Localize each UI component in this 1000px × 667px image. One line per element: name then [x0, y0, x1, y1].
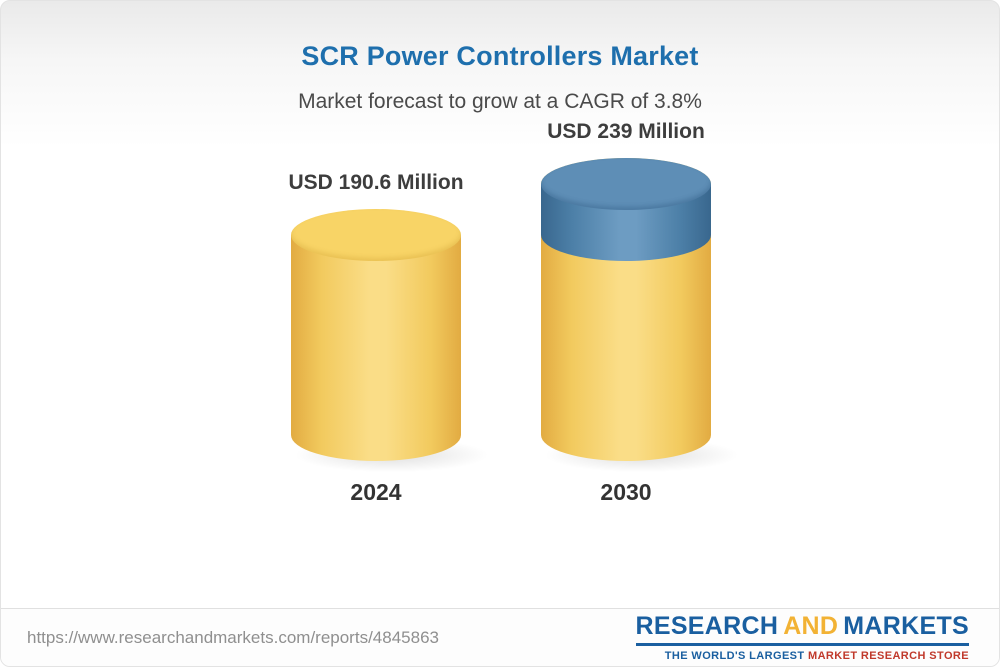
page-subtitle: Market forecast to grow at a CAGR of 3.8…	[298, 90, 702, 113]
logo-divider-rule	[635, 642, 969, 646]
logo-word-markets: MARKETS	[843, 611, 969, 640]
cylinder-2030	[541, 158, 742, 473]
researchandmarkets-logo: RESEARCH AND MARKETS THE WORLD'S LARGEST M…	[635, 611, 970, 662]
year-label-2024: 2024	[350, 479, 402, 505]
value-label-2030: USD 239 Million	[547, 120, 705, 144]
logo-tagline-right: MARKET RESEARCH STORE	[808, 649, 969, 662]
footer-bar: https://www.researchandmarkets.com/repor…	[1, 608, 999, 666]
logo-word-research: RESEARCH	[635, 611, 779, 640]
cylinder-2024-top-ellipse	[291, 208, 461, 261]
logo-tagline-left: THE WORLD'S LARGEST	[664, 649, 808, 662]
cylinder-2030-growth-segment	[541, 158, 711, 261]
value-label-2024: USD 190.6 Million	[288, 170, 464, 194]
cylinder-2024	[291, 208, 492, 473]
chart-header: SCR Power Controllers Market Market fore…	[1, 1, 999, 114]
page-title: SCR Power Controllers Market	[301, 41, 699, 71]
cylinder-2024-body	[291, 234, 461, 461]
logo-word-and: AND	[783, 611, 839, 640]
report-url-link[interactable]: https://www.researchandmarkets.com/repor…	[27, 627, 439, 647]
growth-segment-top-ellipse	[541, 158, 711, 211]
year-label-2030: 2030	[600, 479, 652, 505]
bar-chart: USD 190.6 Million 2024 USD 239 Million 2…	[1, 1, 999, 611]
bar-group-2030: USD 239 Million 2030	[541, 120, 742, 506]
bar-group-2024: USD 190.6 Million 2024	[288, 170, 492, 506]
logo-tagline: THE WORLD'S LARGEST MARKET RESEARCH STOR…	[636, 649, 970, 662]
logo-wordmark: RESEARCH AND MARKETS	[635, 611, 970, 640]
